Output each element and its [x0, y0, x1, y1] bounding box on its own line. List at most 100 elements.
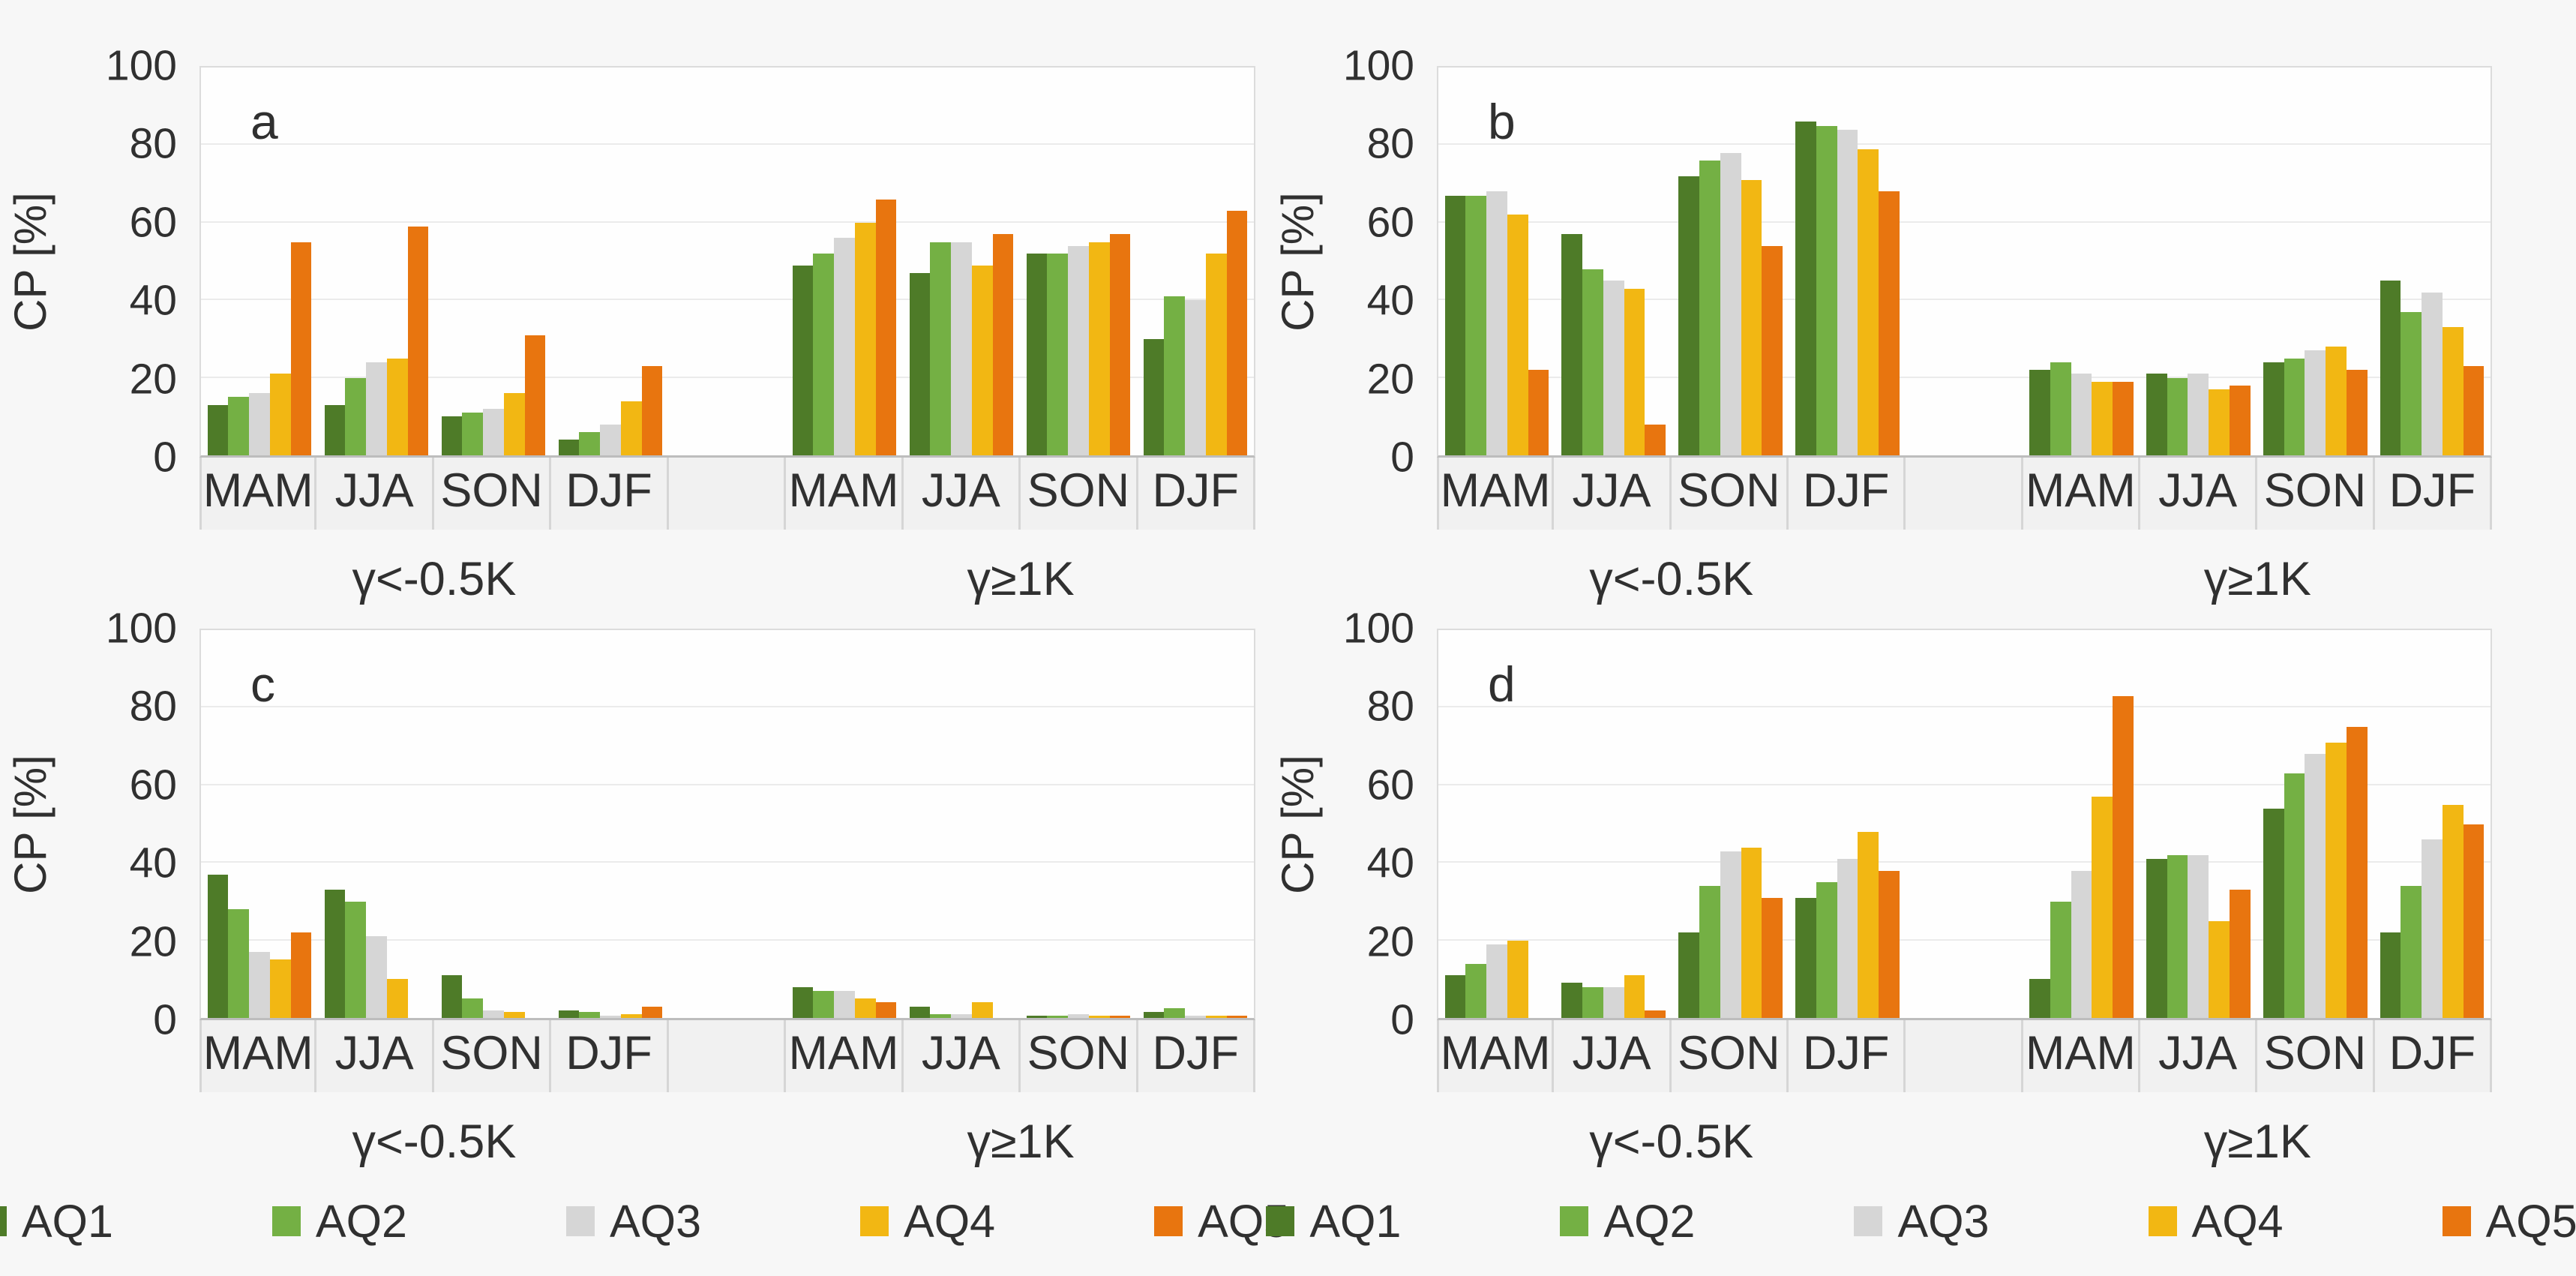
bar-aq3	[366, 362, 387, 455]
season-slot-JJA	[903, 630, 1020, 1018]
bar-aq2	[2050, 362, 2071, 455]
bar-aq1	[2029, 370, 2050, 455]
y-axis-gutter: CP [%] 0 20 40 60 80 100	[1267, 44, 1437, 479]
y-tick-40: 40	[1366, 839, 1414, 887]
bar-aq1	[1026, 254, 1048, 455]
gridline-40	[201, 299, 1254, 301]
bar-aq1	[1678, 176, 1700, 455]
season-slot-DJF	[1137, 68, 1254, 455]
bar-aq3	[1185, 1016, 1206, 1018]
y-tick-60: 60	[129, 761, 177, 809]
bar-aq2	[1699, 161, 1720, 455]
bar-aq3	[2188, 374, 2209, 455]
legend-label: AQ4	[904, 1196, 996, 1247]
bar-aq1	[441, 975, 463, 1018]
bar-aq1	[1143, 338, 1165, 455]
gridline-60	[201, 783, 1254, 785]
y-axis-gutter: CP [%] 0 20 40 60 80 100	[0, 607, 199, 1041]
bar-aq5	[2346, 727, 2368, 1018]
season-label: DJF	[551, 458, 669, 530]
bar-aq5	[2346, 370, 2368, 455]
season-label: DJF	[1789, 1020, 1906, 1092]
y-axis-ticks: 0 20 40 60 80 100	[1294, 607, 1414, 1041]
season-slot-JJA	[903, 68, 1020, 455]
bar-aq3	[366, 936, 387, 1018]
bar-aq3	[834, 990, 855, 1018]
bar-aq5	[290, 932, 312, 1018]
bar-aq1	[2146, 374, 2167, 455]
bar-aq5	[1109, 234, 1131, 455]
legend-label: AQ1	[21, 1196, 113, 1247]
bar-aq3	[1486, 191, 1507, 455]
bar-aq5	[2112, 695, 2134, 1018]
bar-aq1	[1678, 932, 1700, 1018]
bar-aq1	[558, 440, 580, 455]
season-label: MAM	[199, 1020, 317, 1092]
season-label: MAM	[2023, 1020, 2140, 1092]
season-slot-MAM	[2023, 630, 2140, 1018]
season-axis: MAM JJA SON DJF MAM JJA SON DJF	[1437, 1020, 2492, 1092]
spacer-slot	[669, 68, 786, 455]
legend-item-aq1: AQ1	[0, 1195, 113, 1247]
bar-aq5	[875, 1002, 897, 1018]
gridline-20	[1438, 376, 2491, 378]
season-label: DJF	[1138, 1020, 1255, 1092]
gridline-60	[1438, 221, 2491, 223]
bar-aq4	[2326, 347, 2347, 455]
condition-label: γ≥1K	[967, 553, 1075, 605]
bar-aq1	[207, 404, 229, 455]
bar-aq4	[1624, 288, 1645, 455]
y-tick-0: 0	[153, 433, 177, 482]
bar-aq2	[1816, 125, 1837, 455]
season-slot-JJA	[318, 68, 435, 455]
bar-aq3	[2071, 870, 2092, 1018]
legend-item-aq4: AQ4	[2148, 1195, 2284, 1247]
plot-wrap: b MAM JJA SON DJF MAM JJA SON DJF γ<-0.5K γ≥1K	[1437, 66, 2492, 618]
bar-aq4	[386, 979, 408, 1018]
y-axis-title: CP [%]	[5, 192, 55, 332]
y-tick-20: 20	[129, 917, 177, 966]
condition-axis: γ<-0.5K γ≥1K	[1437, 1092, 2492, 1181]
bar-aq3	[1068, 1013, 1089, 1018]
bar-aq2	[2401, 311, 2422, 455]
bar-aq3	[1720, 851, 1741, 1018]
bar-aq4	[386, 358, 408, 455]
bar-aq3	[951, 1013, 972, 1018]
y-tick-40: 40	[129, 839, 177, 887]
bar-aq2	[228, 909, 250, 1018]
panel-b: CP [%] 0 20 40 60 80 100 b MAM JJA SON DJF MAM JJA…	[1267, 0, 2576, 617]
bar-aq4	[1205, 1016, 1227, 1018]
y-tick-100: 100	[105, 604, 177, 653]
bar-slots	[1438, 68, 2491, 455]
bar-aq5	[524, 335, 546, 455]
season-slot-SON	[435, 68, 552, 455]
bar-aq3	[600, 424, 621, 455]
bar-aq2	[813, 254, 835, 455]
bar-aq2	[228, 397, 250, 455]
bar-aq3	[1837, 859, 1858, 1018]
legend-swatch-aq5	[1154, 1206, 1183, 1236]
panel-a: CP [%] 0 20 40 60 80 100 a MAM JJA SON DJF MAM JJA…	[0, 0, 1267, 617]
y-tick-60: 60	[1366, 761, 1414, 809]
bar-aq3	[483, 1010, 504, 1018]
season-label: MAM	[786, 1020, 904, 1092]
bar-aq2	[579, 431, 601, 455]
bar-aq1	[1561, 983, 1583, 1018]
plot-wrap: d MAM JJA SON DJF MAM JJA SON DJF γ<-0.5K γ≥1K	[1437, 629, 2492, 1181]
season-slot-MAM	[2023, 68, 2140, 455]
bar-aq1	[1795, 897, 1816, 1018]
season-slot-JJA	[1555, 630, 1672, 1018]
bar-aq4	[1858, 831, 1879, 1018]
y-axis-ticks: 0 20 40 60 80 100	[57, 607, 177, 1041]
season-label: MAM	[1437, 458, 1555, 530]
bar-aq5	[641, 1006, 663, 1018]
bar-aq5	[1226, 1016, 1248, 1018]
y-tick-100: 100	[1342, 604, 1414, 653]
season-slot-SON	[1672, 68, 1789, 455]
bar-aq1	[2263, 362, 2284, 455]
spacer-cell	[1906, 458, 2023, 530]
spacer-cell	[669, 1020, 787, 1092]
panel-letter: c	[250, 656, 275, 712]
bar-aq3	[1603, 986, 1624, 1018]
gridline-20	[201, 938, 1254, 941]
